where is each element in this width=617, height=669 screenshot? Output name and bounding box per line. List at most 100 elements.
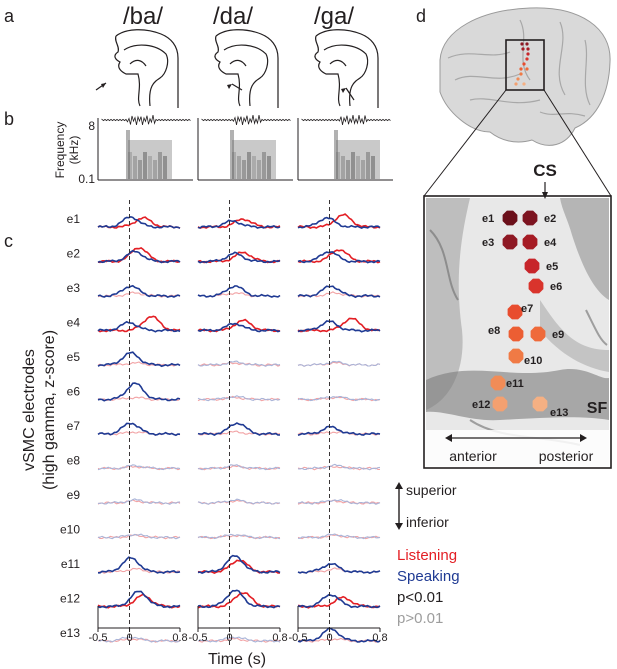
electrode-label-e1: e1 — [67, 212, 81, 226]
xtick-0-0: -0.5 — [89, 632, 108, 644]
zoom-electrode-e5: e5 — [524, 258, 558, 274]
trace-listening-e13-col1 — [197, 637, 281, 643]
electrode-label-e10: e10 — [60, 523, 80, 537]
trace-e11-col1 — [197, 554, 281, 574]
trace-speaking-e12-col2 — [297, 593, 381, 609]
zoom-electrode-label-e1: e1 — [482, 213, 494, 225]
trace-speaking-e7-col2 — [297, 425, 381, 436]
time-axis-0: -0.5 0 0.8 — [89, 606, 188, 644]
electrode-label-e8: e8 — [67, 454, 81, 468]
trace-speaking-e8-col2 — [297, 463, 381, 471]
xtick-0-2: 0.8 — [172, 632, 187, 644]
trace-speaking-e9-col1 — [197, 498, 281, 505]
xtick-1-0: -0.5 — [189, 632, 208, 644]
trace-e3-col1 — [197, 285, 281, 298]
electrode-label-e5: e5 — [67, 350, 81, 364]
trace-speaking-e12-col1 — [197, 589, 281, 609]
trace-e13-col2 — [297, 627, 381, 643]
trace-e1-col0 — [97, 215, 181, 229]
electrode-label-e12: e12 — [60, 592, 80, 606]
trace-e7-col1 — [197, 422, 281, 437]
spectrogram-ylabel-line1: Frequency — [53, 122, 67, 179]
traces-ylabel-line1: vSMC electrodes — [21, 349, 38, 471]
trace-e7-col2 — [297, 425, 381, 436]
posterior-label: posterior — [539, 448, 594, 464]
trace-e8-col0 — [97, 464, 181, 471]
trace-speaking-e1-col0 — [97, 215, 181, 229]
trace-speaking-e6-col0 — [97, 382, 181, 402]
trace-speaking-e3-col2 — [297, 285, 381, 299]
trace-e11-col2 — [297, 562, 381, 574]
trace-e6-col0 — [97, 382, 181, 402]
trace-listening-e1-col2 — [297, 213, 381, 229]
trace-listening-e4-col0 — [97, 315, 181, 333]
zoom-electrode-e10: e10 — [508, 348, 542, 367]
trace-listening-e6-col2 — [297, 396, 381, 402]
trace-speaking-e9-col2 — [297, 498, 381, 505]
trace-listening-e10-col0 — [97, 534, 181, 540]
zoom-electrode-e1: e1 — [482, 210, 518, 226]
trace-speaking-e6-col1 — [197, 395, 281, 402]
zoom-electrode-e9: e9 — [530, 326, 564, 342]
trace-e2-col2 — [297, 249, 381, 264]
trace-speaking-e8-col1 — [197, 464, 281, 471]
trace-speaking-e4-col0 — [97, 320, 181, 333]
panel-label-b: b — [4, 109, 14, 129]
vocal-tract-drawings — [95, 29, 379, 108]
trace-e5-col2 — [297, 360, 381, 367]
phoneme-da: /da/ — [213, 3, 253, 30]
orientation-arrow — [395, 482, 403, 530]
trace-listening-e2-col0 — [97, 247, 181, 264]
trace-speaking-e13-col1 — [197, 636, 281, 643]
vocal-tract-0 — [95, 29, 179, 108]
trace-e10-col2 — [297, 533, 381, 540]
brain-3d — [423, 7, 612, 197]
trace-speaking-e13-col2 — [297, 627, 381, 643]
trace-listening-e9-col2 — [297, 499, 381, 505]
zoom-electrode-label-e11: e11 — [506, 378, 524, 390]
zoom-electrode-e13: e13 — [532, 396, 568, 419]
time-axis-1: -0.5 0 0.8 — [189, 606, 288, 644]
inferior-label: inferior — [406, 514, 449, 530]
trace-e13-col1 — [197, 636, 281, 643]
trace-speaking-e7-col1 — [197, 422, 281, 437]
electrode-label-e11: e11 — [61, 557, 80, 571]
xtick-1-2: 0.8 — [272, 632, 287, 644]
zoom-electrode-e11: e11 — [490, 375, 524, 391]
traces-xlabel: Time (s) — [208, 651, 266, 668]
cs-arrow — [542, 182, 548, 199]
vocal-tract-1 — [214, 29, 279, 108]
trace-e5-col1 — [197, 360, 281, 367]
trace-speaking-e11-col0 — [98, 556, 181, 574]
trace-e1-col2 — [297, 213, 381, 229]
trace-speaking-e4-col2 — [297, 320, 381, 333]
anterior-label: anterior — [449, 448, 497, 464]
trace-e3-col0 — [97, 284, 181, 298]
trace-e4-col0 — [97, 315, 181, 333]
sf-label: SF — [587, 400, 608, 417]
trace-e13-col0 — [97, 636, 181, 643]
trace-e10-col1 — [197, 533, 281, 540]
zoom-electrode-label-e3: e3 — [482, 237, 494, 249]
superior-label: superior — [406, 482, 457, 498]
trace-speaking-e3-col0 — [97, 284, 181, 298]
trace-speaking-e4-col1 — [197, 322, 281, 333]
trace-e9-col1 — [197, 498, 281, 505]
zoom-electrode-label-e5: e5 — [546, 261, 558, 273]
spectrogram-ylabel-line2: (kHz) — [67, 136, 81, 165]
electrode-label-e6: e6 — [67, 385, 81, 399]
trace-e9-col2 — [297, 498, 381, 505]
trace-e2-col1 — [197, 251, 281, 264]
legend-listening: Listening — [397, 547, 457, 564]
trace-e12-col1 — [197, 589, 281, 609]
trace-speaking-e1-col1 — [197, 219, 281, 229]
spectrogram-1 — [197, 114, 293, 181]
zoom-electrode-e6: e6 — [528, 278, 562, 294]
trace-speaking-e10-col2 — [298, 533, 381, 540]
xtick-1-1: 0 — [226, 632, 232, 644]
spectrogram-0 — [97, 115, 193, 181]
spectrogram-ylabel: Frequency (kHz) — [53, 122, 81, 179]
xtick-2-2: 0.8 — [372, 632, 387, 644]
